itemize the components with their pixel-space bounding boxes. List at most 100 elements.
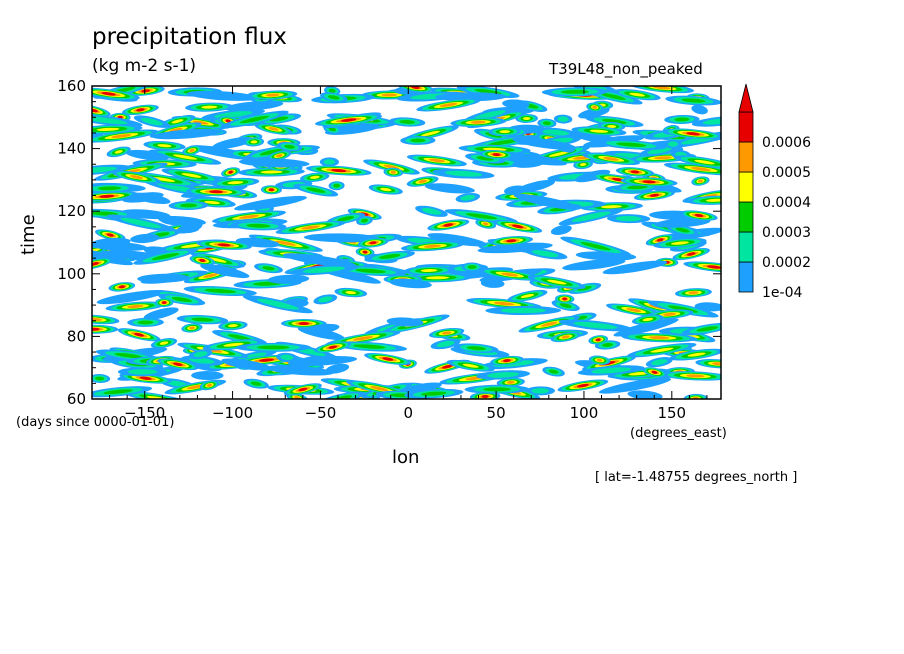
precip-contour: [642, 180, 656, 184]
precip-cell: [542, 366, 565, 377]
precip-contour: [191, 371, 224, 381]
precip-contour: [246, 223, 271, 228]
precip-contour: [328, 345, 338, 349]
precip-cell: [527, 275, 586, 289]
y-tick-label: 120: [57, 202, 86, 220]
precip-cell: [686, 195, 721, 205]
precip-contour: [667, 141, 679, 147]
precip-cell: [523, 247, 568, 260]
precip-cell: [355, 247, 375, 257]
precip-contour: [97, 186, 122, 191]
precip-contour: [209, 190, 224, 194]
precip-cell: [364, 250, 415, 263]
precip-contour: [193, 351, 208, 358]
precip-cell: [276, 142, 303, 152]
precip-contour: [559, 303, 572, 308]
precip-contour: [629, 92, 645, 97]
precip-contour: [92, 327, 100, 331]
precip-contour: [340, 118, 357, 122]
precip-contour: [250, 140, 258, 144]
precip-contour: [136, 108, 145, 112]
precip-contour: [259, 358, 275, 362]
precip-contour: [596, 358, 603, 362]
precip-contour: [238, 214, 260, 219]
precip-cell: [557, 379, 609, 392]
precip-cell: [386, 317, 424, 327]
precip-contour: [298, 387, 308, 392]
precip-contour: [548, 151, 570, 157]
precip-contour: [257, 345, 290, 350]
precip-contour: [531, 388, 550, 394]
precip-contour: [421, 391, 447, 396]
chart-title: precipitation flux: [92, 24, 287, 50]
precip-contour: [483, 387, 511, 392]
precip-contour: [192, 120, 209, 125]
precip-contour: [465, 213, 498, 220]
precip-cell: [158, 293, 206, 306]
precip-contour: [225, 119, 231, 123]
precip-cell: [334, 287, 368, 298]
precip-contour: [613, 318, 679, 337]
precip-contour: [560, 89, 590, 94]
precip-cell: [455, 192, 481, 203]
precip-contour: [686, 132, 700, 136]
precip-contour: [441, 331, 452, 335]
x-tick-label: −50: [305, 404, 337, 422]
precip-contour: [649, 193, 660, 197]
precip-cell: [560, 236, 632, 256]
precip-contour: [477, 242, 553, 254]
precip-cell: [404, 388, 464, 399]
precip-contour: [238, 158, 310, 168]
colorbar: 1e-04 0.0002 0.0003 0.0004 0.0005 0.0006: [738, 83, 811, 301]
precip-contour: [540, 321, 558, 327]
precip-contour: [421, 130, 440, 137]
precip-contour: [370, 386, 389, 392]
precip-cell: [125, 149, 170, 161]
precip-cell: [221, 167, 241, 178]
precip-contour: [181, 173, 202, 178]
precip-cell: [282, 253, 357, 268]
precip-contour: [127, 369, 158, 375]
precip-cell: [92, 247, 134, 266]
precip-contour: [223, 342, 244, 347]
precip-cell: [615, 167, 655, 177]
precip-contour: [179, 203, 198, 208]
precip-cell: [364, 352, 412, 366]
precip-cell: [653, 237, 707, 249]
colorbar-label: 0.0006: [762, 135, 811, 151]
precip-cell: [305, 165, 372, 176]
precip-contour: [506, 239, 517, 243]
precipitation-field: [92, 86, 721, 399]
precip-contour: [328, 88, 336, 93]
precip-contour: [654, 156, 672, 160]
precip-contour: [217, 243, 231, 247]
precip-cell: [602, 260, 668, 275]
precip-contour: [172, 154, 198, 160]
precip-cell: [577, 365, 645, 376]
precip-cell: [669, 348, 721, 361]
precip-contour: [95, 376, 105, 381]
precip-contour: [648, 336, 670, 340]
precip-contour: [318, 296, 333, 303]
precip-contour: [131, 192, 171, 205]
precip-cell: [133, 248, 198, 265]
precip-cell: [504, 185, 527, 195]
y-tick-label: 160: [57, 77, 86, 95]
precip-contour: [470, 120, 486, 124]
precip-cell: [478, 268, 541, 281]
precip-contour: [227, 334, 252, 341]
precip-contour: [502, 99, 530, 109]
precip-contour: [630, 170, 640, 174]
precip-contour: [331, 168, 347, 173]
precip-cell: [400, 135, 436, 145]
precip-cell: [288, 264, 360, 276]
precip-contour: [656, 238, 664, 242]
precip-contour: [591, 367, 632, 374]
precip-contour: [137, 273, 190, 283]
precip-contour: [460, 194, 476, 201]
chart-units: (kg m-2 s-1): [92, 56, 197, 76]
precip-cell: [117, 367, 168, 377]
precip-cell: [143, 307, 179, 320]
precip-cell: [642, 367, 667, 378]
precip-cell: [254, 123, 293, 135]
